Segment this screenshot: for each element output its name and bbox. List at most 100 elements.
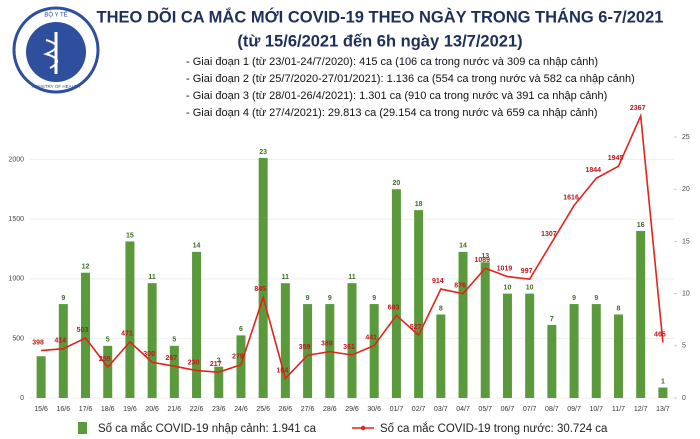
- bar-label: 9: [306, 295, 310, 302]
- bar: [81, 272, 91, 398]
- x-tick-label: 25/6: [256, 406, 270, 413]
- line-label: 997: [521, 268, 533, 275]
- bar-label: 9: [372, 295, 376, 302]
- y2-tick-label: 20: [682, 186, 690, 193]
- line-label: 359: [299, 344, 311, 351]
- line-label: 876: [454, 282, 466, 289]
- bar-label: 10: [526, 284, 534, 291]
- bar: [369, 304, 379, 398]
- x-tick-label: 17/6: [79, 406, 93, 413]
- x-tick-label: 09/7: [567, 406, 581, 413]
- bar: [525, 293, 535, 398]
- y2-tick-label: 5: [682, 343, 686, 350]
- line-label: 230: [188, 359, 200, 366]
- y2-tick-label: 0: [682, 395, 686, 402]
- y-tick-label: 1000: [8, 276, 24, 283]
- bar-label: 5: [172, 337, 176, 344]
- bar: [591, 304, 601, 398]
- x-tick-label: 27/6: [301, 406, 315, 413]
- bar-label: 9: [328, 295, 332, 302]
- x-tick-label: 10/7: [589, 406, 603, 413]
- line-label: 1945: [608, 155, 624, 162]
- x-tick-label: 15/6: [34, 406, 48, 413]
- logo-top: BỘ Y TẾ: [44, 12, 67, 19]
- x-tick-label: 29/6: [345, 406, 359, 413]
- bar-label: 3: [217, 358, 221, 365]
- x-tick-label: 02/7: [412, 406, 426, 413]
- line-label: 471: [121, 331, 133, 338]
- line-label: 503: [77, 327, 89, 334]
- bar: [258, 157, 268, 398]
- bar: [280, 283, 290, 398]
- bar: [636, 230, 646, 398]
- line-label: 267: [166, 355, 178, 362]
- bar: [103, 345, 113, 398]
- line-label: 414: [54, 338, 66, 345]
- bar: [414, 210, 424, 398]
- x-tick-label: 24/6: [234, 406, 248, 413]
- bar-label: 18: [415, 201, 423, 208]
- bar: [192, 251, 202, 398]
- line-label: 527: [410, 324, 422, 331]
- note: - Giai đoạn 2 (từ 25/7/2020-27/01/2021):…: [186, 73, 635, 85]
- chart-subtitle: (từ 15/6/2021 đến 6h ngày 13/7/2021): [237, 32, 522, 50]
- x-tick-label: 21/6: [168, 406, 182, 413]
- bar-label: 6: [239, 326, 243, 333]
- y-tick-label: 1500: [8, 216, 24, 223]
- x-tick-label: 06/7: [501, 406, 515, 413]
- x-tick-label: 19/6: [123, 406, 137, 413]
- x-tick-label: 08/7: [545, 406, 559, 413]
- bar: [480, 262, 490, 398]
- line-label: 441: [365, 334, 377, 341]
- bar: [147, 283, 157, 398]
- x-tick-label: 11/7: [612, 406, 625, 413]
- bar: [36, 356, 46, 398]
- bar-label: 1: [661, 378, 665, 385]
- chart-title: THEO DÕI CA MẮC MỚI COVID-19 THEO NGÀY T…: [97, 6, 664, 26]
- bar: [436, 314, 446, 398]
- x-tick-label: 04/7: [456, 406, 470, 413]
- bar-label: 9: [594, 295, 598, 302]
- line-label: 1089: [474, 257, 490, 264]
- bar-label: 9: [572, 295, 576, 302]
- bar: [214, 366, 224, 398]
- bar-label: 23: [259, 149, 267, 156]
- x-tick-label: 13/7: [656, 406, 670, 413]
- legend-swatch: [78, 422, 87, 434]
- line-label: 279: [232, 354, 244, 361]
- line-label: 217: [210, 361, 222, 368]
- bar-label: 16: [637, 222, 645, 229]
- x-tick-label: 01/7: [390, 406, 404, 413]
- line-label: 361: [343, 344, 355, 351]
- logo: BỘ Y TẾ MINISTRY OF HEALTH: [12, 6, 100, 94]
- bar: [58, 304, 68, 398]
- x-tick-label: 30/6: [367, 406, 381, 413]
- legend-label: Số ca mắc COVID-19 nhập cảnh: 1.941 ca: [98, 422, 317, 435]
- logo-snake: [42, 39, 58, 69]
- bar-label: 20: [393, 180, 401, 187]
- bar: [169, 345, 179, 398]
- line: [41, 112, 664, 381]
- bar-label: 11: [348, 274, 356, 281]
- y2-tick-label: 15: [682, 238, 690, 245]
- line-label: 389: [321, 340, 333, 347]
- x-tick-label: 07/7: [523, 406, 537, 413]
- line-label: 1019: [497, 265, 513, 272]
- note: - Giai đoạn 3 (từ 28/01-26/4/2021): 1.30…: [186, 90, 607, 102]
- logo-bottom: MINISTRY OF HEALTH: [32, 84, 80, 89]
- bar-label: 5: [106, 337, 110, 344]
- bar-label: 14: [459, 243, 467, 250]
- y-tick-label: 500: [12, 335, 24, 342]
- note: - Giai đoạn 1 (từ 23/01-24/7/2020): 415 …: [186, 56, 598, 68]
- line-label: 914: [432, 278, 444, 285]
- note: - Giai đoạn 4 (từ 27/4/2021): 29.813 ca …: [186, 107, 597, 119]
- line-label: 1844: [585, 167, 601, 174]
- bar: [569, 304, 579, 398]
- bar: [547, 324, 557, 398]
- x-tick-label: 05/7: [478, 406, 492, 413]
- line-label: 398: [32, 339, 44, 346]
- x-tick-label: 12/7: [634, 406, 648, 413]
- bar: [613, 314, 623, 398]
- y2-tick-label: 25: [682, 134, 690, 141]
